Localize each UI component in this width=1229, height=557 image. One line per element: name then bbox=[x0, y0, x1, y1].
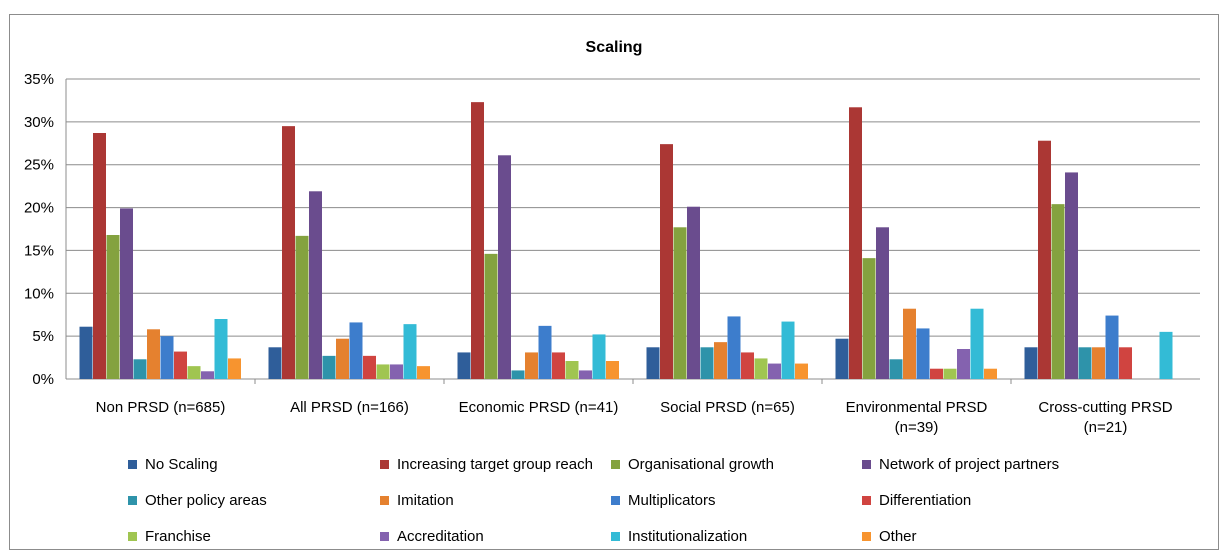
y-tick-label: 30% bbox=[24, 114, 54, 131]
bar bbox=[187, 366, 201, 379]
bar bbox=[714, 342, 727, 379]
bar bbox=[660, 144, 673, 379]
bar bbox=[268, 347, 282, 379]
bar bbox=[754, 358, 768, 379]
x-tick-label: Non PRSD (n=685) bbox=[96, 399, 226, 416]
bar bbox=[916, 328, 930, 379]
bar bbox=[471, 102, 484, 379]
bar bbox=[363, 355, 376, 379]
bar bbox=[120, 208, 133, 379]
bar bbox=[741, 352, 754, 379]
bar bbox=[1105, 315, 1119, 379]
bar bbox=[943, 368, 957, 379]
bar bbox=[538, 325, 552, 379]
bar bbox=[984, 368, 997, 379]
bars bbox=[79, 102, 1173, 379]
bar bbox=[160, 336, 174, 379]
y-tick-label: 35% bbox=[24, 71, 54, 88]
bar bbox=[673, 227, 687, 379]
bar bbox=[376, 364, 390, 379]
bar bbox=[579, 370, 592, 379]
bar bbox=[700, 347, 714, 379]
bar bbox=[282, 126, 295, 379]
chart-title: Scaling bbox=[586, 39, 643, 56]
bar bbox=[768, 363, 781, 379]
bar bbox=[133, 359, 147, 379]
bar bbox=[511, 370, 525, 379]
x-tick-label: All PRSD (n=166) bbox=[290, 399, 409, 416]
bar bbox=[498, 155, 511, 379]
bar bbox=[295, 235, 309, 379]
bar bbox=[336, 338, 349, 379]
bar bbox=[1092, 347, 1105, 379]
bar bbox=[835, 338, 849, 379]
bar bbox=[552, 352, 565, 379]
bar bbox=[795, 363, 808, 379]
bar bbox=[1038, 140, 1051, 379]
bar bbox=[849, 107, 862, 379]
bar bbox=[876, 227, 889, 379]
bar bbox=[1159, 331, 1173, 379]
y-tick-label: 10% bbox=[24, 285, 54, 302]
bar bbox=[565, 361, 579, 379]
bar bbox=[1119, 347, 1132, 379]
y-tick-label: 0% bbox=[32, 371, 54, 388]
bar bbox=[606, 361, 619, 379]
bar bbox=[390, 364, 403, 379]
bar bbox=[1078, 347, 1092, 379]
bar bbox=[1024, 347, 1038, 379]
y-tick-label: 5% bbox=[32, 328, 54, 345]
bar bbox=[646, 347, 660, 379]
gridlines bbox=[66, 78, 1200, 380]
bar bbox=[457, 352, 471, 379]
bar bbox=[147, 329, 160, 379]
x-tick-label: Cross-cutting PRSD (n=21) bbox=[1038, 399, 1172, 436]
bar bbox=[687, 206, 700, 379]
bar bbox=[349, 322, 363, 379]
bar bbox=[903, 308, 916, 379]
bar bbox=[322, 355, 336, 379]
bar bbox=[403, 324, 417, 379]
bar bbox=[309, 191, 322, 379]
bar bbox=[727, 316, 741, 379]
bar bbox=[889, 359, 903, 379]
bar bbox=[214, 319, 228, 379]
x-tick-label: Environmental PRSD (n=39) bbox=[846, 399, 988, 436]
bar bbox=[201, 371, 214, 379]
bar bbox=[174, 351, 187, 379]
x-tick-label: Social PRSD (n=65) bbox=[660, 399, 795, 416]
bar bbox=[228, 358, 241, 379]
bar bbox=[106, 235, 120, 379]
bar bbox=[930, 368, 943, 379]
bar bbox=[957, 349, 970, 379]
bar bbox=[1051, 204, 1065, 379]
x-axis: Non PRSD (n=685) All PRSD (n=166) Economic… bbox=[96, 379, 1173, 436]
bar bbox=[862, 258, 876, 379]
bar bbox=[592, 334, 606, 379]
y-tick-label: 15% bbox=[24, 242, 54, 259]
y-tick-label: 20% bbox=[24, 200, 54, 217]
bar bbox=[417, 366, 430, 379]
bar bbox=[525, 352, 538, 379]
bar bbox=[79, 326, 93, 379]
bar bbox=[781, 321, 795, 379]
bar bbox=[1065, 172, 1078, 379]
bar bbox=[484, 253, 498, 379]
bar bbox=[970, 308, 984, 379]
y-axis: 0% 5% 10% 15% 20% 25% 30% 35% bbox=[24, 71, 67, 388]
bar bbox=[93, 133, 106, 379]
x-tick-label: Economic PRSD (n=41) bbox=[459, 399, 619, 416]
y-tick-label: 25% bbox=[24, 157, 54, 174]
